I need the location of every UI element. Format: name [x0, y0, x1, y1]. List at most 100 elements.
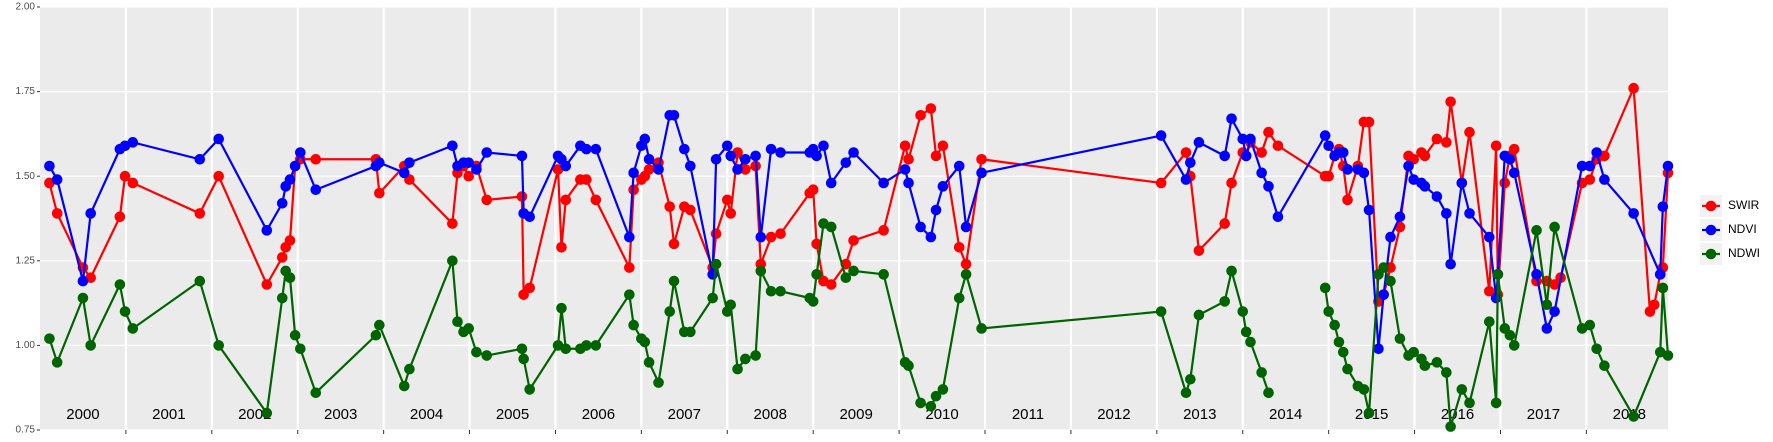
series-point [825, 279, 837, 290]
series-point [1240, 150, 1252, 162]
series-point [1657, 282, 1669, 294]
series-point [925, 401, 937, 412]
series-point [1333, 336, 1345, 348]
series-point [1185, 373, 1196, 385]
series-point [915, 109, 926, 121]
series-point [775, 285, 786, 297]
year-label: 2008 [754, 406, 787, 423]
year-label: 2011 [1012, 406, 1044, 423]
series-point [740, 153, 751, 165]
series-point [628, 319, 639, 331]
series-point [1508, 143, 1520, 155]
series-point [775, 147, 786, 158]
series-point [1240, 326, 1252, 338]
series-point [639, 133, 651, 145]
series-point [1584, 174, 1596, 185]
series-point [1245, 336, 1256, 348]
series-point [1180, 147, 1192, 158]
series-point [710, 258, 722, 270]
series-point [1342, 194, 1353, 206]
series-point [1373, 343, 1384, 355]
series-point [1441, 137, 1452, 148]
series-point [114, 211, 126, 223]
series-point [310, 387, 322, 399]
series-point [976, 167, 987, 179]
series-point [590, 340, 602, 351]
series-point [310, 184, 322, 196]
series-point [740, 164, 751, 175]
series-point [463, 157, 474, 168]
series-point [481, 194, 493, 206]
series-point [447, 140, 458, 152]
series-point [925, 103, 937, 114]
series-point [1358, 167, 1370, 179]
series-point [213, 340, 224, 351]
year-label: 2006 [582, 406, 615, 423]
series-point [685, 204, 696, 216]
series-point [710, 153, 722, 165]
series-point [284, 174, 296, 185]
series-point [1226, 113, 1237, 124]
y-tick-label: 2.00 [16, 2, 36, 13]
series-point [668, 109, 680, 121]
series-point [463, 170, 474, 182]
series-point [976, 153, 987, 165]
year-label: 2003 [324, 406, 357, 423]
series-point [1508, 340, 1520, 351]
series-point [1226, 177, 1237, 189]
series-point [1272, 211, 1284, 223]
series-point [1531, 269, 1542, 280]
series-point [310, 153, 322, 165]
series-point [628, 167, 639, 179]
series-point [643, 357, 655, 368]
series-point [732, 164, 743, 175]
series-point [1549, 221, 1560, 233]
series-point [811, 150, 822, 162]
series-point [1263, 126, 1274, 138]
series-point [1456, 384, 1468, 395]
series-point [848, 235, 859, 246]
series-point [685, 326, 696, 338]
series-point [930, 390, 942, 402]
series-point [524, 211, 535, 223]
series-point [51, 357, 63, 368]
series-point [524, 282, 535, 294]
series-point [1445, 421, 1456, 432]
series-point [516, 150, 528, 162]
series-line [48, 87, 1670, 315]
series-point [77, 275, 89, 287]
year-label: 2001 [152, 406, 185, 423]
series-point [1654, 269, 1666, 280]
series-point [213, 133, 224, 145]
series-point [1342, 363, 1353, 375]
series-point [725, 208, 737, 219]
series-point [1662, 350, 1674, 361]
series-point [77, 292, 89, 304]
series-point [1508, 167, 1520, 179]
series-point [1319, 282, 1331, 294]
series-point [1628, 411, 1639, 422]
series-point [1272, 140, 1284, 152]
series-point [1431, 133, 1443, 145]
series-point [1193, 137, 1205, 148]
series-point [374, 319, 385, 331]
series-point [1456, 177, 1468, 189]
series-point [590, 194, 602, 206]
series-point [481, 147, 493, 158]
series-point [668, 275, 680, 287]
series-point [840, 157, 852, 168]
year-label: 2017 [1527, 406, 1560, 423]
series-point [878, 177, 889, 189]
series-point [755, 265, 767, 277]
series-point [1263, 181, 1274, 192]
series-point [775, 228, 786, 240]
series-point [1419, 181, 1431, 192]
series-point [818, 140, 829, 152]
series-point [1419, 150, 1431, 162]
series-point [452, 316, 463, 328]
series-point [1323, 306, 1334, 317]
series-point [1490, 397, 1502, 409]
y-tick-label: 1.50 [16, 171, 36, 182]
series-point [750, 150, 761, 162]
series-point [1256, 167, 1267, 179]
